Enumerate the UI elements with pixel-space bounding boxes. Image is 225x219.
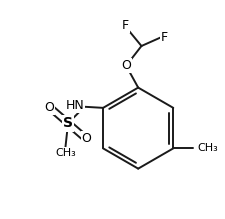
Text: CH₃: CH₃ [196,143,217,153]
Text: O: O [44,101,54,114]
Text: O: O [121,59,130,72]
Text: F: F [160,31,167,44]
Text: CH₃: CH₃ [55,148,75,158]
Text: F: F [121,19,128,32]
Text: S: S [63,116,73,130]
Text: HN: HN [65,99,84,112]
Text: O: O [81,132,91,145]
